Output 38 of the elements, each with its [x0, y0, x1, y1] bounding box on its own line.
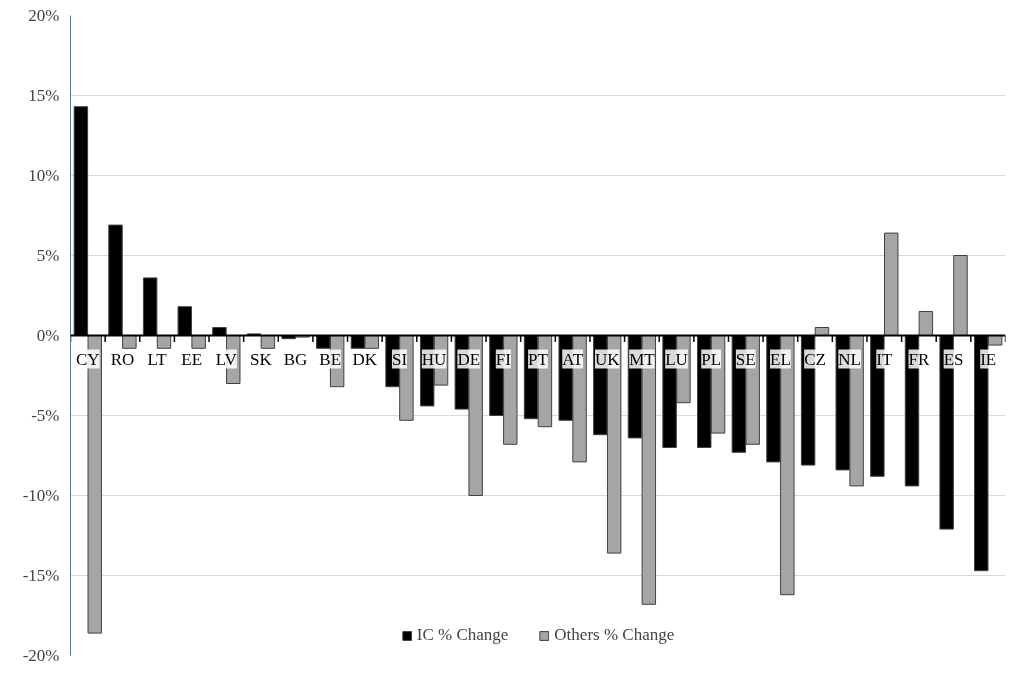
legend-label: IC % Change	[416, 625, 509, 645]
x-tick-label: BE	[319, 349, 342, 369]
x-tick-label: PT	[528, 349, 549, 369]
x-tick-label: BG	[283, 349, 308, 369]
x-tick-label: SE	[735, 349, 756, 369]
legend-label: Others % Change	[554, 625, 675, 645]
y-tick-label: -10%	[22, 486, 60, 505]
y-tick-label: -15%	[22, 566, 60, 585]
x-tick-label: CY	[76, 349, 100, 369]
x-tick-label: NL	[838, 349, 862, 369]
x-tick-label: LT	[147, 349, 168, 369]
x-tick-label: IT	[876, 349, 893, 369]
x-tick-label: CZ	[804, 349, 826, 369]
x-tick-label: LU	[665, 349, 688, 369]
x-tick-label: RO	[110, 349, 135, 369]
x-tick-label: IE	[980, 349, 997, 369]
y-tick-label: 10%	[28, 166, 60, 185]
x-tick-label: AT	[562, 349, 584, 369]
x-tick-label: EE	[181, 349, 203, 369]
x-tick-label: EL	[770, 349, 791, 369]
y-tick-label: -20%	[22, 646, 60, 665]
x-tick-label: UK	[594, 349, 621, 369]
x-tick-label: FI	[495, 349, 512, 369]
y-tick-label: 20%	[28, 6, 60, 25]
x-tick-label: ES	[943, 349, 964, 369]
x-tick-label: LV	[215, 349, 238, 369]
y-tick-label: -5%	[31, 406, 60, 425]
x-tick-label: DK	[352, 349, 378, 369]
x-tick-label: FR	[908, 349, 930, 369]
x-tick-label: PL	[701, 349, 722, 369]
y-tick-label: 0%	[36, 326, 60, 345]
y-tick-label: 15%	[28, 86, 60, 105]
x-tick-label: HU	[421, 349, 447, 369]
x-tick-label: MT	[629, 349, 656, 369]
x-tick-label: DE	[457, 349, 481, 369]
x-tick-label: SI	[391, 349, 408, 369]
y-tick-label: 5%	[36, 246, 60, 265]
x-tick-label: SK	[250, 349, 273, 369]
